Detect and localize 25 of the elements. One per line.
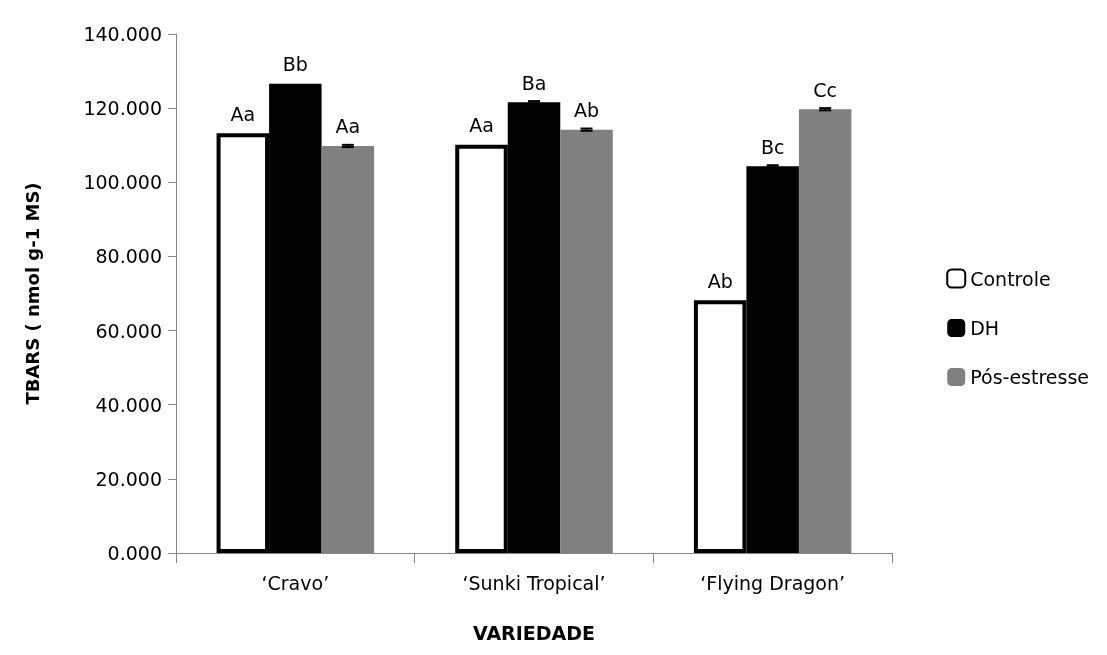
- data-label: Aa: [335, 115, 361, 138]
- data-label: Bb: [282, 53, 308, 76]
- y-tick-label: 100.000: [83, 171, 162, 194]
- y-tick-label: 20.000: [95, 467, 162, 490]
- y-tick-label: 140.000: [83, 23, 162, 45]
- data-label: Aa: [469, 114, 494, 137]
- x-axis-title: VARIEDADE: [472, 621, 596, 644]
- y-tick-label: 60.000: [95, 319, 162, 342]
- legend-label: Controle: [970, 267, 1051, 290]
- y-tick-label: 120.000: [83, 97, 162, 120]
- x-tick-label: ‘Flying Dragon’: [700, 571, 846, 594]
- legend-label: Pós-estresse: [970, 366, 1090, 388]
- y-axis-title: TBARS ( nmol g-1 MS): [21, 182, 43, 405]
- data-label: Ab: [573, 99, 600, 122]
- y-tick-label: 80.000: [95, 245, 162, 268]
- x-tick-label: ‘Cravo’: [261, 571, 330, 594]
- y-tick-label: 40.000: [95, 393, 162, 416]
- x-tick-label: ‘Sunki Tropical’: [462, 571, 606, 594]
- data-label: Ab: [707, 269, 733, 292]
- data-label: Cc: [813, 78, 838, 101]
- legend-label: DH: [970, 317, 1000, 339]
- data-label: Ba: [521, 71, 547, 94]
- data-label: Bc: [760, 135, 785, 158]
- y-tick-label: 0.000: [107, 542, 162, 564]
- data-label: Aa: [230, 102, 256, 125]
